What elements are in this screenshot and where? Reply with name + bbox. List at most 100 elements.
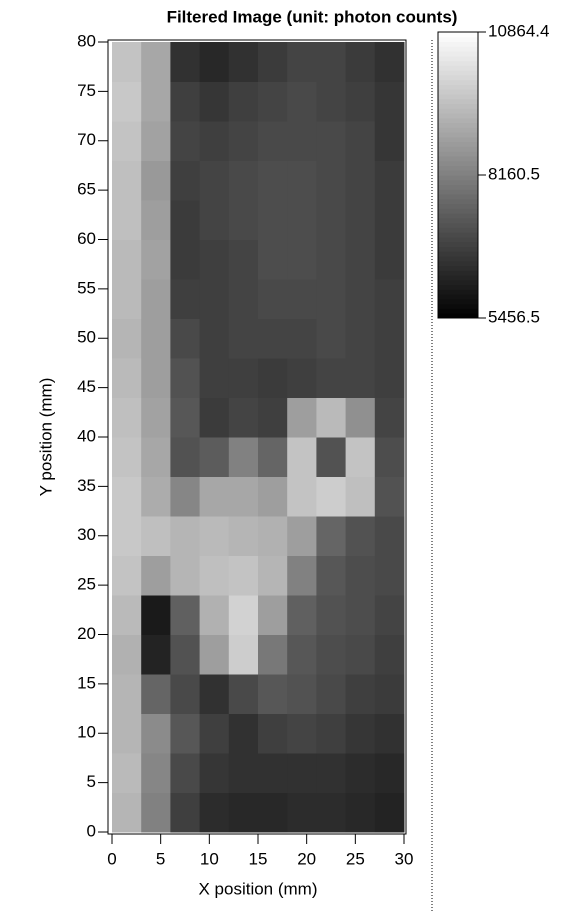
heatmap-cell (316, 397, 347, 438)
colorbar-swatch (438, 113, 478, 119)
heatmap-cell (141, 792, 171, 833)
heatmap-cell (199, 81, 230, 122)
colorbar-swatch (438, 93, 478, 100)
colorbar-swatch (438, 127, 478, 133)
heatmap-cell (170, 81, 201, 122)
heatmap-cell (345, 674, 376, 714)
colorbar-swatch (438, 208, 478, 214)
heatmap-cell (287, 42, 317, 82)
heatmap-cell (287, 713, 317, 754)
heatmap-cell (258, 516, 288, 556)
heatmap-cell (258, 555, 288, 596)
heatmap-cell (345, 239, 376, 280)
heatmap-cell (258, 634, 288, 675)
heatmap-cell (170, 358, 201, 398)
y-tick-label: 80 (77, 31, 96, 50)
heatmap-cell (170, 753, 201, 793)
colorbar-swatch (438, 246, 478, 252)
heatmap-cell (287, 516, 317, 556)
colorbar-swatch (438, 198, 478, 205)
heatmap-cell (287, 318, 317, 359)
heatmap-cell (228, 792, 259, 833)
heatmap-cell (112, 634, 142, 675)
heatmap-cell (112, 200, 142, 240)
heatmap-cell (228, 279, 259, 319)
heatmap-cell (112, 279, 142, 319)
heatmap-cell (316, 555, 347, 596)
heatmap-cell (374, 81, 405, 122)
colorbar-swatch (438, 227, 478, 233)
heatmap-cell (258, 160, 288, 201)
x-axis-label: X position (mm) (198, 879, 317, 898)
heatmap-cell (199, 279, 230, 319)
heatmap-cell (287, 555, 317, 596)
heatmap-cell (345, 792, 376, 833)
heatmap-cell (287, 358, 317, 398)
colorbar-swatch (438, 179, 478, 186)
heatmap-cell (258, 358, 288, 398)
heatmap-cell (228, 121, 259, 161)
heatmap-cell (112, 555, 142, 596)
y-tick-label: 55 (77, 278, 96, 297)
colorbar-swatch (438, 279, 478, 286)
heatmap-cell (141, 121, 171, 161)
y-tick-label: 40 (77, 426, 96, 445)
heatmap-cell (141, 595, 171, 635)
colorbar-swatch (438, 98, 478, 104)
heatmap-cell (374, 121, 405, 161)
x-tick-label: 30 (395, 849, 414, 868)
heatmap-cell (199, 200, 230, 240)
heatmap-cell (374, 279, 405, 319)
heatmap-cell (228, 239, 259, 280)
heatmap-cell (112, 318, 142, 359)
y-tick-label: 65 (77, 180, 96, 199)
heatmap-cell (374, 42, 405, 82)
heatmap-cell (228, 674, 259, 714)
heatmap-cell (141, 674, 171, 714)
heatmap-cell (345, 713, 376, 754)
colorbar-swatch (438, 175, 478, 181)
heatmap-cell (345, 279, 376, 319)
heatmap-cell (199, 42, 230, 82)
colorbar-swatch (438, 155, 478, 162)
heatmap-cell (199, 121, 230, 161)
colorbar-swatch (438, 55, 478, 62)
heatmap-cell (316, 81, 347, 122)
heatmap-cell (316, 437, 347, 477)
heatmap-cell (345, 476, 376, 517)
heatmap-cell (374, 397, 405, 438)
colorbar-swatch (438, 256, 478, 262)
colorbar-swatch (438, 303, 478, 309)
heatmap-cell (374, 674, 405, 714)
heatmap-cell (228, 476, 259, 517)
colorbar-tick-label: 5456.5 (488, 307, 540, 326)
heatmap-cell (345, 81, 376, 122)
heatmap-cell (170, 121, 201, 161)
colorbar-swatch (438, 103, 478, 109)
colorbar-swatch (438, 146, 478, 152)
heatmap-cell (258, 595, 288, 635)
heatmap-cell (345, 437, 376, 477)
heatmap-cell (112, 397, 142, 438)
heatmap-cell (199, 397, 230, 438)
heatmap-cell (316, 674, 347, 714)
heatmap-cell (316, 516, 347, 556)
heatmap-cell (258, 713, 288, 754)
heatmap-cell (170, 555, 201, 596)
heatmap-cell (228, 200, 259, 240)
colorbar-swatch (438, 132, 478, 138)
heatmap-cell (170, 437, 201, 477)
heatmap-cell (345, 595, 376, 635)
heatmap-cell (258, 792, 288, 833)
heatmap-cell (228, 555, 259, 596)
heatmap-cell (228, 318, 259, 359)
heatmap-cell (258, 476, 288, 517)
heatmap-cell (112, 792, 142, 833)
heatmap-cell (141, 279, 171, 319)
x-tick-label: 25 (346, 849, 365, 868)
colorbar-swatch (438, 51, 478, 57)
heatmap-cell (199, 239, 230, 280)
colorbar-swatch (438, 160, 478, 166)
heatmap-cell (374, 358, 405, 398)
x-tick-label: 20 (297, 849, 316, 868)
